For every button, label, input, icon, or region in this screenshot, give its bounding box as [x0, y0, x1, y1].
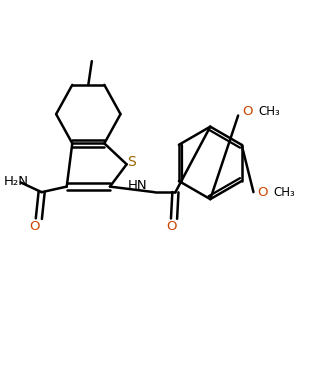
Text: O: O	[242, 105, 253, 118]
Text: O: O	[29, 220, 39, 233]
Text: CH₃: CH₃	[258, 105, 280, 118]
Text: H₂N: H₂N	[4, 175, 29, 188]
Text: CH₃: CH₃	[274, 186, 295, 199]
Text: HN: HN	[128, 179, 148, 192]
Text: O: O	[166, 220, 177, 233]
Text: O: O	[258, 186, 268, 199]
Text: S: S	[127, 155, 136, 169]
